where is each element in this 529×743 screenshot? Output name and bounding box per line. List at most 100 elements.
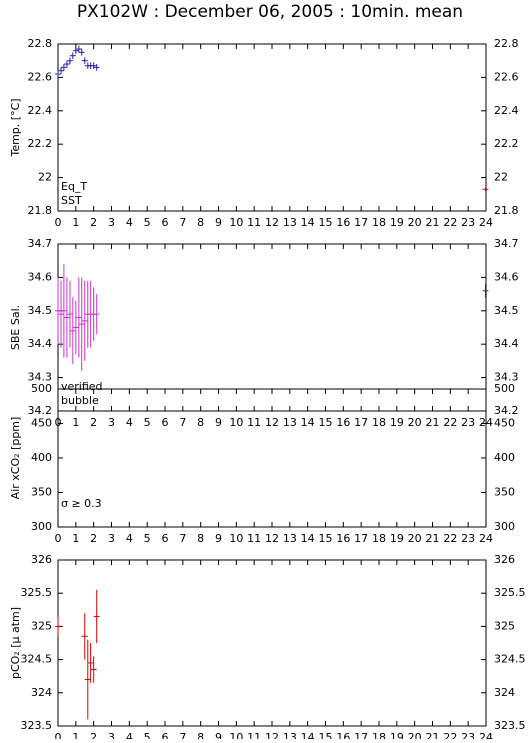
x-tick-label: 23 <box>461 216 475 229</box>
x-tick-label: 18 <box>372 731 386 739</box>
x-tick-label: 10 <box>229 416 243 429</box>
y-tick-label: 34.4 <box>28 337 53 350</box>
x-tick-label: 8 <box>197 216 204 229</box>
y-axis-label: SBE Sal. <box>9 305 22 350</box>
y-tick-label: 325.5 <box>21 586 53 599</box>
x-tick-label: 11 <box>247 731 261 739</box>
y-tick-label: 22.4 <box>28 104 53 117</box>
x-tick-label: 22 <box>443 416 457 429</box>
series <box>55 264 100 371</box>
x-tick-label: 24 <box>479 731 493 739</box>
x-tick-label: 5 <box>144 416 151 429</box>
x-tick-label: 14 <box>301 216 315 229</box>
x-tick-label: 7 <box>179 416 186 429</box>
x-tick-label: 20 <box>408 532 422 545</box>
x-tick-label: 17 <box>354 216 368 229</box>
y-tick-label: 22.2 <box>28 137 53 150</box>
y-tick-label-right: 22.2 <box>494 137 519 150</box>
x-tick-label: 18 <box>372 216 386 229</box>
x-tick-label: 11 <box>247 216 261 229</box>
x-tick-label: 5 <box>144 532 151 545</box>
y-tick-label-right: 34.7 <box>494 237 519 250</box>
x-tick-label: 16 <box>336 416 350 429</box>
x-tick-label: 11 <box>247 532 261 545</box>
x-tick-label: 1 <box>72 532 79 545</box>
y-tick-label: 300 <box>31 520 52 533</box>
x-tick-label: 4 <box>126 416 133 429</box>
x-tick-label: 22 <box>443 216 457 229</box>
x-tick-label: 9 <box>215 216 222 229</box>
y-tick-label-right: 326 <box>494 553 515 566</box>
x-tick-label: 21 <box>426 532 440 545</box>
x-tick-label: 23 <box>461 416 475 429</box>
x-tick-label: 2 <box>90 216 97 229</box>
x-tick-label: 7 <box>179 532 186 545</box>
x-tick-label: 12 <box>265 731 279 739</box>
y-tick-label-right: 325.5 <box>494 586 526 599</box>
x-tick-label: 4 <box>126 532 133 545</box>
x-tick-label: 2 <box>90 416 97 429</box>
y-tick-label-right: 21.8 <box>494 204 519 217</box>
x-tick-label: 16 <box>336 216 350 229</box>
y-tick-label: 34.2 <box>28 404 53 417</box>
x-tick-label: 5 <box>144 216 151 229</box>
x-tick-label: 4 <box>126 731 133 739</box>
y-tick-label: 34.7 <box>28 237 53 250</box>
x-tick-label: 22 <box>443 532 457 545</box>
x-tick-label: 6 <box>162 532 169 545</box>
y-tick-label-right: 22.8 <box>494 37 519 50</box>
x-tick-label: 1 <box>72 416 79 429</box>
y-tick-label: 323.5 <box>21 719 53 732</box>
x-tick-label: 22 <box>443 731 457 739</box>
x-tick-label: 15 <box>319 731 333 739</box>
y-tick-label-right: 34.6 <box>494 270 519 283</box>
y-tick-label-right: 350 <box>494 486 515 499</box>
y-axis-label: Air xCO₂ [ppm] <box>9 417 22 500</box>
y-tick-label-right: 323.5 <box>494 719 526 732</box>
y-tick-label-right: 22 <box>494 171 508 184</box>
x-tick-label: 15 <box>319 532 333 545</box>
x-tick-label: 7 <box>179 216 186 229</box>
x-tick-label: 6 <box>162 731 169 739</box>
x-tick-label: 7 <box>179 731 186 739</box>
series <box>482 284 489 298</box>
y-tick-label: 34.5 <box>28 304 53 317</box>
y-tick-label: 22.8 <box>28 37 53 50</box>
y-tick-label: 350 <box>31 486 52 499</box>
y-tick-label-right: 34.5 <box>494 304 519 317</box>
y-tick-label: 34.6 <box>28 270 53 283</box>
x-tick-label: 17 <box>354 532 368 545</box>
y-tick-label: 326 <box>31 553 52 566</box>
x-tick-label: 24 <box>479 216 493 229</box>
y-tick-label-right: 500 <box>494 382 515 395</box>
y-tick-label: 324 <box>31 686 52 699</box>
y-tick-label-right: 400 <box>494 451 515 464</box>
x-tick-label: 13 <box>283 216 297 229</box>
x-tick-label: 21 <box>426 416 440 429</box>
y-tick-label-right: 34.2 <box>494 404 519 417</box>
y-tick-label: 400 <box>31 451 52 464</box>
x-tick-label: 3 <box>108 216 115 229</box>
x-tick-label: 17 <box>354 416 368 429</box>
x-tick-label: 23 <box>461 532 475 545</box>
x-tick-label: 0 <box>55 532 62 545</box>
y-tick-label-right: 300 <box>494 520 515 533</box>
y-tick-label: 34.3 <box>28 371 53 384</box>
y-tick-label: 324.5 <box>21 653 53 666</box>
y-tick-label: 22 <box>38 171 52 184</box>
x-tick-label: 3 <box>108 731 115 739</box>
x-tick-label: 13 <box>283 532 297 545</box>
x-tick-label: 20 <box>408 731 422 739</box>
x-tick-label: 20 <box>408 416 422 429</box>
chart-title: PX102W : December 06, 2005 : 10min. mean <box>77 2 463 22</box>
x-tick-label: 12 <box>265 216 279 229</box>
legend-label: verified <box>61 380 103 393</box>
x-tick-label: 9 <box>215 731 222 739</box>
x-tick-label: 10 <box>229 216 243 229</box>
x-tick-label: 1 <box>72 731 79 739</box>
x-tick-label: 2 <box>90 731 97 739</box>
x-tick-label: 18 <box>372 532 386 545</box>
x-tick-label: 12 <box>265 532 279 545</box>
